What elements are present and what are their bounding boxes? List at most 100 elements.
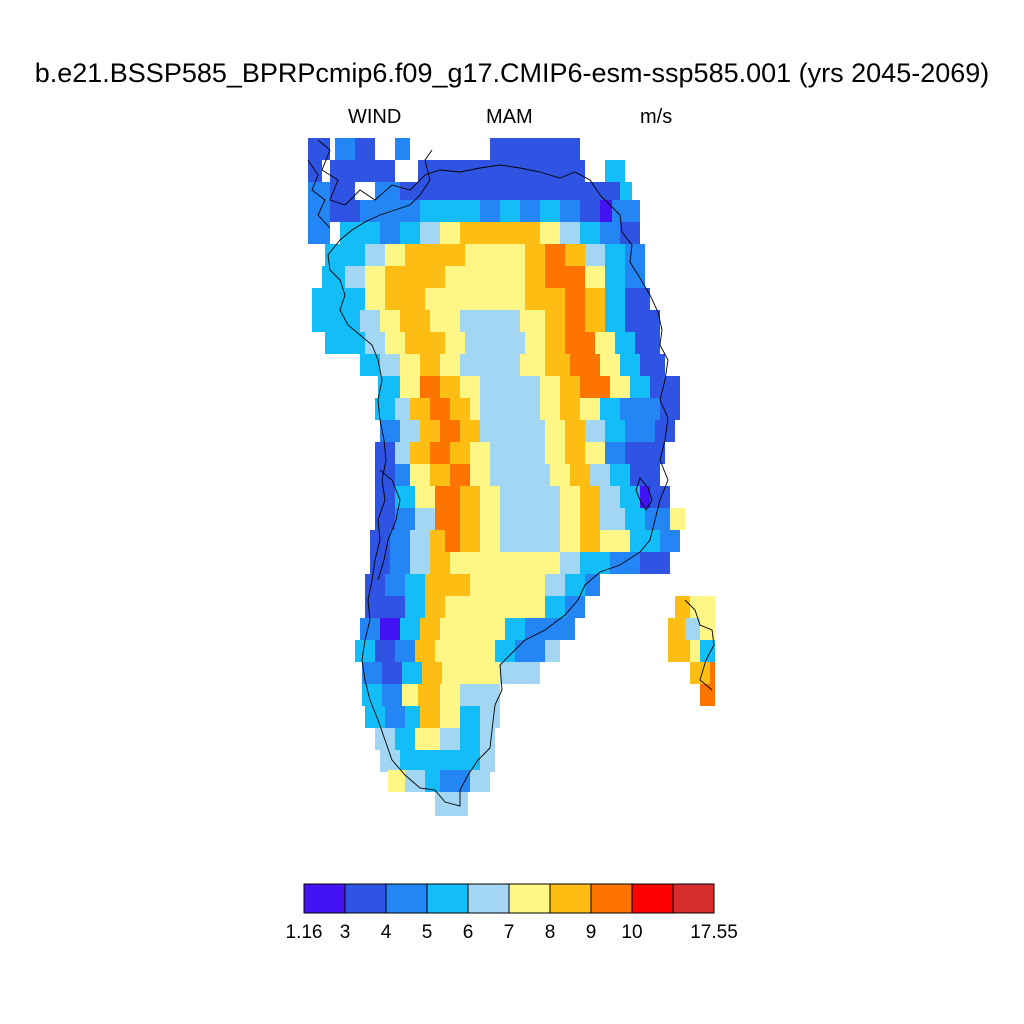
map-cell (630, 530, 660, 552)
map-cell (605, 310, 625, 332)
season-label: MAM (486, 106, 533, 128)
map-cell (485, 244, 525, 266)
colorbar-tick-label: 8 (545, 922, 556, 943)
map-cell (430, 310, 460, 332)
map-cell (425, 770, 440, 792)
map-cell (625, 442, 665, 464)
map-cell (612, 200, 640, 222)
map-cell (640, 552, 670, 574)
map-cell (650, 486, 670, 508)
map-cell (485, 266, 525, 288)
map-cell (365, 244, 385, 266)
map-cell (425, 244, 465, 266)
map-cell (480, 486, 500, 508)
map-cell (460, 200, 480, 222)
map-cell (470, 398, 480, 420)
map-cell (480, 750, 495, 772)
map-cell (620, 222, 640, 244)
map-cell (585, 574, 600, 596)
map-cell (585, 288, 605, 310)
map-cell (620, 182, 632, 204)
map-cell (460, 310, 520, 332)
map-cell (610, 552, 640, 574)
map-cell (460, 684, 480, 706)
map-cell (380, 310, 400, 332)
map-cell (415, 508, 435, 530)
map-cell (360, 618, 380, 640)
map-cell (440, 706, 460, 728)
map-cell (420, 706, 440, 728)
map-cell (400, 376, 420, 398)
map-cell (430, 464, 450, 486)
map-cell (410, 464, 430, 486)
map-cell (565, 288, 585, 310)
map-cell (480, 706, 500, 728)
map-cell (580, 486, 600, 508)
map-cell (340, 310, 360, 332)
map-cell (460, 508, 480, 530)
map-cell (460, 486, 480, 508)
map-cell (670, 508, 685, 530)
map-cell (365, 266, 385, 288)
colorbar-box (508, 883, 551, 914)
map-cell (420, 376, 440, 398)
map-cell (385, 596, 405, 618)
map-cell (540, 376, 560, 398)
map-cell (422, 662, 442, 684)
units-label: m/s (640, 106, 673, 128)
map-cell (490, 464, 550, 486)
map-cell (545, 420, 565, 442)
map-cell (500, 508, 560, 530)
map-cell (520, 182, 560, 204)
map-cell (390, 552, 410, 574)
map-cell (685, 618, 700, 640)
map-cell (378, 376, 400, 398)
map-cell (545, 332, 565, 354)
map-cell (565, 244, 585, 266)
map-cell (480, 376, 540, 398)
map-cell (600, 486, 620, 508)
map-cell (308, 138, 330, 160)
map-cell (605, 288, 625, 310)
colorbar-boxes (303, 883, 715, 914)
colorbar-tick-label: 10 (621, 922, 642, 943)
map-cell (710, 662, 715, 684)
map-cell (440, 770, 470, 792)
map-cell (345, 266, 365, 288)
map-cell (660, 398, 680, 420)
map-cell (580, 530, 600, 552)
map-cell (480, 508, 500, 530)
map-cell (600, 508, 625, 530)
map-cell (385, 574, 405, 596)
map-cell (380, 222, 400, 244)
map-cell (600, 222, 620, 244)
map-cell (465, 596, 545, 618)
map-cell (620, 354, 640, 376)
map-cell (625, 508, 645, 530)
map-cell (565, 310, 585, 332)
map-cell (545, 266, 565, 288)
map-cell (405, 706, 420, 728)
map-cell (455, 640, 495, 662)
map-cell (445, 574, 470, 596)
map-cell (565, 420, 585, 442)
map-cell (390, 530, 410, 552)
map-cell (435, 640, 455, 662)
map-cell (495, 640, 515, 662)
map-cell (435, 486, 460, 508)
map-cell (400, 750, 420, 772)
map-cell (360, 200, 380, 222)
map-cell (385, 244, 405, 266)
map-cell (440, 376, 460, 398)
colorbar-tick-labels: 1.16 3 4 5 6 7 8 9 10 17.55 (286, 922, 738, 943)
map-cell (480, 530, 500, 552)
map-cell (442, 662, 462, 684)
map-cell (365, 706, 385, 728)
map-cell (375, 182, 400, 204)
map-cell (555, 618, 575, 640)
map-cell (585, 266, 605, 288)
map-cell (405, 770, 425, 792)
map-cell (460, 530, 480, 552)
map-cell (585, 310, 605, 332)
map-cell (590, 464, 610, 486)
